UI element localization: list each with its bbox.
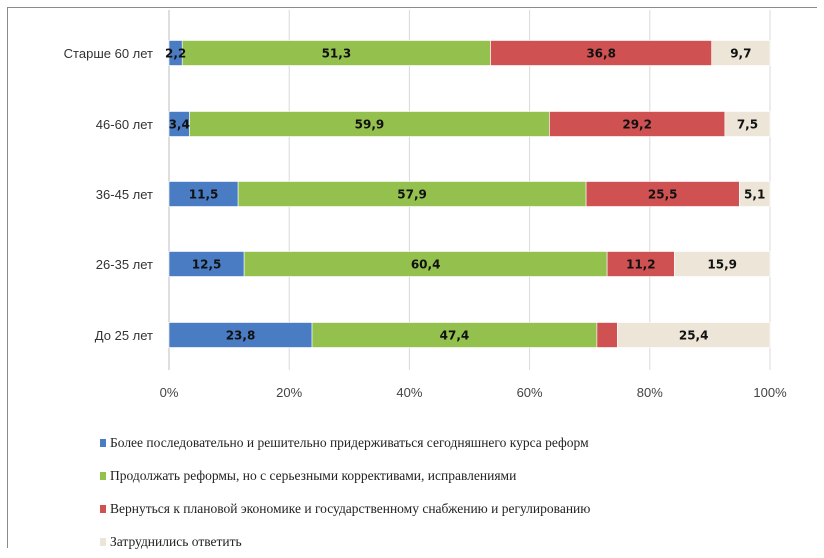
x-tick-label-2: 40% [396,385,422,400]
x-tick-label-0: 0% [160,385,179,400]
bar-4-0 [168,322,313,348]
category-label-3: 26-35 лет [96,257,153,272]
bar-2-2 [585,181,740,207]
value-label-3-2: 11,2 [626,258,656,272]
stacked-bar-chart: 2,2 51,3 36,8 9,7 3,4 59,9 29,2 7,5 11,5 57,9 25,5… [64,10,787,400]
category-labels: Старше 60 лет 46-60 лет 36-45 лет 26-35 лет… [64,46,153,343]
legend-swatch-3 [100,537,106,546]
category-label-4: До 25 лет [95,328,153,343]
legend: Более последовательно и решительно приде… [100,426,800,558]
bar-1-3 [724,111,771,137]
value-label-0-0: 2,2 [165,47,186,61]
x-tick-label-5: 100% [753,385,787,400]
category-label-2: 36-45 лет [96,187,153,202]
legend-item-0: Более последовательно и решительно приде… [100,426,800,459]
bar-1-2 [549,111,726,137]
legend-label-3: Затруднились ответить [110,533,242,549]
bar-3-3 [674,251,771,277]
bar-1-1 [189,111,550,137]
legend-swatch-2 [100,504,106,513]
bar-3-2 [606,251,675,277]
x-axis-tick-labels: 0% 20% 40% 60% 80% 100% [160,385,787,400]
legend-label-2: Вернуться к плановой экономике и государ… [110,500,591,516]
bars [168,40,771,348]
value-label-0-1: 51,3 [322,47,352,61]
value-label-1-0: 3,4 [169,118,190,132]
legend-item-1: Продолжать реформы, но с серьезными корр… [100,459,800,492]
value-label-3-1: 60,4 [411,258,441,272]
value-label-3-3: 15,9 [707,258,737,272]
value-label-2-0: 11,5 [189,188,219,202]
bar-2-3 [739,181,771,207]
bar-2-1 [237,181,587,207]
bar-0-1 [181,40,491,66]
legend-label-0: Более последовательно и решительно приде… [110,434,589,450]
x-tick-label-1: 20% [276,385,302,400]
legend-label-1: Продолжать реформы, но с серьезными корр… [110,467,517,483]
legend-swatch-1 [100,471,106,480]
x-tick-label-3: 60% [517,385,543,400]
value-label-2-3: 5,1 [744,188,765,202]
bar-4-3 [617,322,771,348]
bar-0-3 [711,40,771,66]
legend-item-3: Затруднились ответить [100,525,800,558]
bar-4-1 [311,322,598,348]
value-label-4-0: 23,8 [226,329,256,343]
value-label-1-1: 59,9 [355,118,385,132]
value-label-2-2: 25,5 [648,188,678,202]
value-label-4-3: 25,4 [679,329,709,343]
value-label-0-2: 36,8 [586,47,616,61]
value-label-0-3: 9,7 [730,47,751,61]
x-tick-label-4: 80% [637,385,663,400]
legend-item-2: Вернуться к плановой экономике и государ… [100,492,800,525]
legend-swatch-0 [100,438,106,447]
value-label-3-0: 12,5 [192,258,222,272]
value-label-2-1: 57,9 [397,188,427,202]
value-label-1-2: 29,2 [622,118,652,132]
bar-2-0 [168,181,239,207]
value-label-1-3: 7,5 [737,118,758,132]
category-label-0: Старше 60 лет [64,46,153,61]
chart-frame [7,7,817,548]
category-label-1: 46-60 лет [96,117,153,132]
bar-0-2 [490,40,713,66]
value-label-4-1: 47,4 [440,329,470,343]
bar-3-0 [168,251,245,277]
value-labels: 2,2 51,3 36,8 9,7 3,4 59,9 29,2 7,5 11,5 57,9 25,5… [165,47,765,343]
bar-4-2 [596,322,618,348]
